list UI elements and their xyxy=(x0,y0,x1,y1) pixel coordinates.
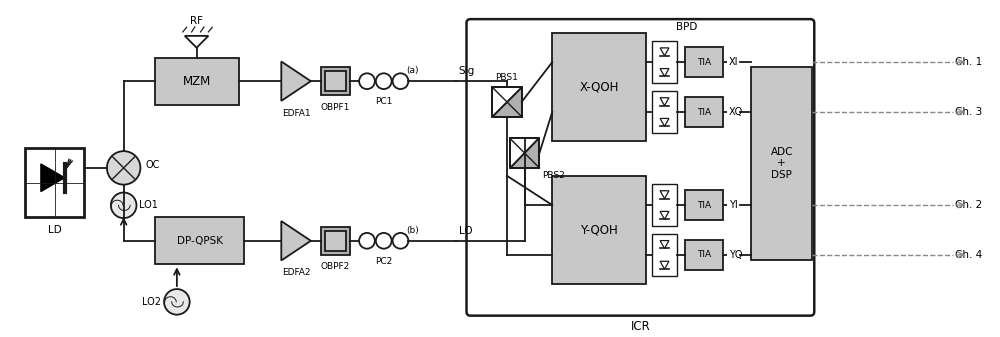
Text: LD: LD xyxy=(48,225,62,235)
Circle shape xyxy=(376,73,392,89)
Bar xyxy=(155,217,244,265)
Text: MZM: MZM xyxy=(183,75,211,88)
Bar xyxy=(685,97,723,127)
Circle shape xyxy=(164,289,190,315)
Text: OBPF1: OBPF1 xyxy=(321,103,350,112)
Bar xyxy=(325,71,346,91)
Bar xyxy=(685,190,723,220)
Circle shape xyxy=(376,233,392,249)
Polygon shape xyxy=(510,138,539,168)
Text: Ch. 2: Ch. 2 xyxy=(955,200,983,210)
Bar xyxy=(685,240,723,270)
Text: ICR: ICR xyxy=(631,319,650,333)
Bar xyxy=(652,184,677,226)
Text: (b): (b) xyxy=(406,226,419,235)
Polygon shape xyxy=(492,87,522,117)
Text: RF: RF xyxy=(190,16,203,26)
Bar xyxy=(325,231,346,251)
Text: (a): (a) xyxy=(406,66,419,75)
Bar xyxy=(652,234,677,276)
Polygon shape xyxy=(510,138,539,168)
Bar xyxy=(751,67,812,259)
Circle shape xyxy=(393,233,408,249)
Text: TIA: TIA xyxy=(697,250,711,259)
Text: PC1: PC1 xyxy=(375,97,392,106)
Text: PBS2: PBS2 xyxy=(542,171,565,180)
Bar xyxy=(321,67,350,95)
Text: Ch. 3: Ch. 3 xyxy=(955,107,983,117)
Circle shape xyxy=(107,151,140,185)
Text: X-QOH: X-QOH xyxy=(579,81,619,94)
Text: Ch. 1: Ch. 1 xyxy=(955,57,983,67)
Text: LO: LO xyxy=(459,226,472,236)
Bar xyxy=(492,87,522,117)
Text: DP-QPSK: DP-QPSK xyxy=(177,236,223,246)
Polygon shape xyxy=(492,87,522,117)
Text: TIA: TIA xyxy=(697,58,711,67)
Text: LO2: LO2 xyxy=(142,297,161,307)
Bar xyxy=(552,33,646,141)
Polygon shape xyxy=(281,61,311,101)
Circle shape xyxy=(111,192,136,218)
Text: PC2: PC2 xyxy=(375,256,392,266)
Bar xyxy=(510,138,539,168)
Text: OC: OC xyxy=(145,160,160,170)
Bar xyxy=(552,176,646,284)
Text: TIA: TIA xyxy=(697,108,711,117)
Circle shape xyxy=(359,233,375,249)
Text: Ch. 4: Ch. 4 xyxy=(955,250,983,260)
Text: LO1: LO1 xyxy=(139,200,158,210)
Polygon shape xyxy=(281,221,311,261)
Bar xyxy=(321,227,350,254)
Text: YI: YI xyxy=(729,200,737,210)
Text: EDFA2: EDFA2 xyxy=(282,268,310,277)
Polygon shape xyxy=(185,36,208,48)
Circle shape xyxy=(393,73,408,89)
Circle shape xyxy=(359,73,375,89)
Bar xyxy=(25,148,84,217)
Text: XQ: XQ xyxy=(729,107,743,117)
Polygon shape xyxy=(41,164,65,191)
Text: Y-QOH: Y-QOH xyxy=(580,223,618,237)
Text: BPD: BPD xyxy=(676,22,698,32)
Text: Sig: Sig xyxy=(459,66,475,76)
Text: XI: XI xyxy=(729,57,738,67)
Text: PBS1: PBS1 xyxy=(495,73,518,82)
Text: YQ: YQ xyxy=(729,250,742,260)
Bar xyxy=(652,41,677,83)
Text: OBPF2: OBPF2 xyxy=(321,263,350,272)
Text: TIA: TIA xyxy=(697,201,711,210)
Bar xyxy=(155,58,239,105)
Bar xyxy=(685,48,723,77)
FancyBboxPatch shape xyxy=(467,19,814,316)
Bar xyxy=(652,91,677,133)
Text: EDFA1: EDFA1 xyxy=(282,109,310,118)
Text: ADC
+
DSP: ADC + DSP xyxy=(771,147,793,180)
